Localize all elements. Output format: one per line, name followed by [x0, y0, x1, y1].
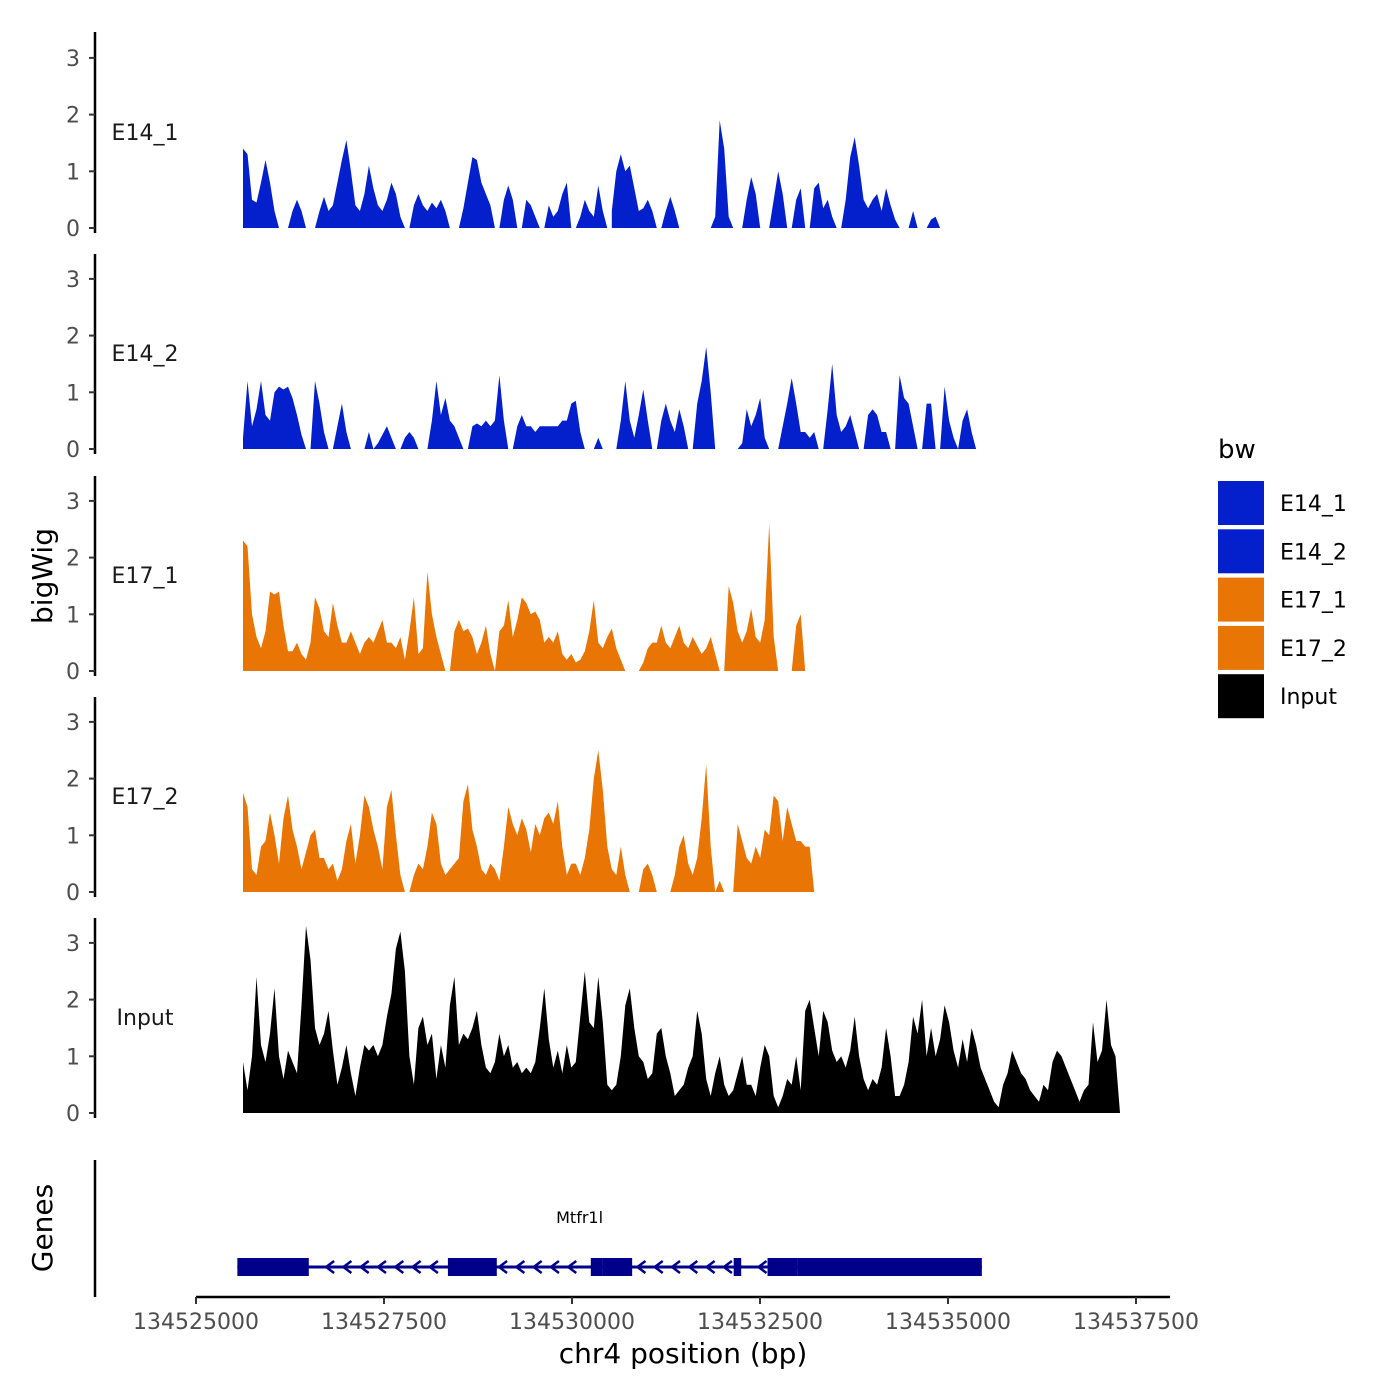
- x-tick-label: 134537500: [1073, 1310, 1199, 1335]
- legend-label-E17_2: E17_2: [1280, 637, 1347, 662]
- y-tick-label: 3: [66, 490, 80, 515]
- y-tick-label: 2: [66, 989, 80, 1014]
- strand-arrow-icon: [687, 1260, 699, 1274]
- legend-label-Input: Input: [1280, 685, 1337, 710]
- y-tick-label: 2: [66, 325, 80, 350]
- strand-arrow-icon: [669, 1260, 681, 1274]
- y-tick-label: 0: [66, 660, 80, 685]
- legend-key-E14_2: [1218, 529, 1264, 574]
- gene-exon-5: [767, 1258, 798, 1276]
- y-tick-label: 0: [66, 1102, 80, 1127]
- strand-arrow-icon: [704, 1260, 716, 1274]
- gene-exon-1: [447, 1258, 497, 1276]
- track-label-E17_2: E17_2: [112, 785, 179, 810]
- strand-arrow-icon: [566, 1260, 577, 1274]
- y-tick-label: 3: [66, 932, 80, 957]
- strand-arrow-icon: [496, 1260, 508, 1274]
- x-tick-label: 134532500: [697, 1310, 823, 1335]
- signal-area-E17_1: [243, 523, 806, 671]
- genes-axis-title: Genes: [26, 1184, 59, 1272]
- gene-name-label: Mtfr1l: [556, 1208, 603, 1227]
- gene-exon-3: [602, 1258, 633, 1276]
- y-tick-label: 3: [66, 711, 80, 736]
- y-tick-label: 3: [66, 268, 80, 293]
- y-tick-label: 2: [66, 768, 80, 793]
- x-tick-label: 134530000: [509, 1310, 635, 1335]
- x-tick-label: 134527500: [321, 1310, 447, 1335]
- strand-arrow-icon: [514, 1260, 526, 1274]
- strand-arrow-icon: [410, 1260, 422, 1274]
- y-tick-label: 2: [66, 547, 80, 572]
- legend-title: bw: [1218, 435, 1256, 465]
- strand-arrow-icon: [427, 1260, 439, 1274]
- track-label-E14_2: E14_2: [112, 342, 179, 367]
- strand-arrow-icon: [393, 1260, 405, 1274]
- y-tick-label: 1: [66, 824, 80, 849]
- strand-arrow-icon: [341, 1260, 353, 1274]
- legend-key-E17_1: [1218, 577, 1264, 622]
- x-tick-label: 134535000: [885, 1310, 1011, 1335]
- strand-arrow-icon: [652, 1260, 664, 1274]
- signal-area-E14_1: [243, 120, 945, 228]
- gene-exon-6: [797, 1258, 982, 1276]
- strand-arrow-icon: [548, 1260, 560, 1274]
- y-tick-label: 1: [66, 381, 80, 406]
- y-tick-label: 3: [66, 47, 80, 72]
- y-axis-title: bigWig: [26, 528, 59, 624]
- track-label-Input: Input: [117, 1006, 174, 1031]
- y-tick-label: 1: [66, 160, 80, 185]
- y-tick-label: 0: [66, 881, 80, 906]
- y-tick-label: 0: [66, 438, 80, 463]
- gene-exon-2: [590, 1258, 603, 1276]
- x-axis-title: chr4 position (bp): [559, 1337, 808, 1370]
- track-label-E14_1: E14_1: [112, 121, 179, 146]
- legend-key-E17_2: [1218, 625, 1264, 670]
- legend-key-Input: [1218, 674, 1264, 719]
- strand-arrow-icon: [756, 1260, 768, 1274]
- strand-arrow-icon: [324, 1260, 335, 1274]
- strand-arrow-icon: [635, 1260, 647, 1274]
- strand-arrow-icon: [375, 1260, 387, 1274]
- legend-label-E14_2: E14_2: [1280, 540, 1347, 565]
- legend-key-E14_1: [1218, 481, 1264, 525]
- y-tick-label: 0: [66, 217, 80, 242]
- signal-area-E14_2: [243, 346, 977, 449]
- gene-exon-4: [733, 1258, 742, 1276]
- y-tick-label: 1: [66, 1045, 80, 1070]
- y-tick-label: 1: [66, 603, 80, 628]
- x-tick-label: 134525000: [133, 1310, 259, 1335]
- gene-exon-0: [237, 1258, 309, 1276]
- legend-label-E17_1: E17_1: [1280, 589, 1347, 614]
- signal-area-E17_2: [243, 750, 815, 892]
- y-tick-label: 2: [66, 104, 80, 129]
- track-label-E17_1: E17_1: [112, 564, 179, 589]
- strand-arrow-icon: [358, 1260, 370, 1274]
- legend-label-E14_1: E14_1: [1280, 492, 1347, 517]
- strand-arrow-icon: [531, 1260, 543, 1274]
- signal-area-Input: [243, 925, 1120, 1113]
- strand-arrow-icon: [721, 1260, 733, 1274]
